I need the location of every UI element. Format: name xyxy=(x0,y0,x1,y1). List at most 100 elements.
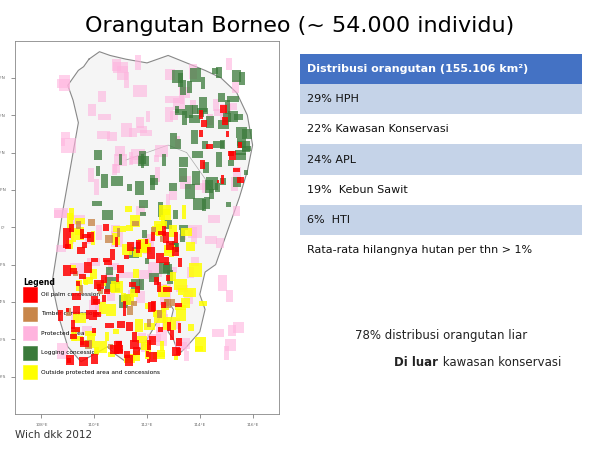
Bar xyxy=(214,99,218,111)
Bar xyxy=(158,286,170,297)
Bar xyxy=(220,178,226,185)
Text: Orangutan Borneo (~ 54.000 individu): Orangutan Borneo (~ 54.000 individu) xyxy=(85,16,515,36)
Bar xyxy=(65,240,73,249)
Bar xyxy=(125,225,133,230)
Bar xyxy=(121,123,132,137)
Bar xyxy=(102,295,106,302)
Bar xyxy=(178,73,183,87)
Bar xyxy=(68,208,74,220)
Bar xyxy=(139,270,152,279)
Bar xyxy=(124,256,130,259)
Bar xyxy=(58,310,63,321)
Bar xyxy=(80,341,89,347)
Bar xyxy=(59,75,70,91)
Bar xyxy=(242,146,251,151)
Bar xyxy=(233,168,240,172)
Bar xyxy=(54,208,68,218)
Bar xyxy=(109,344,113,350)
Bar xyxy=(84,280,88,285)
Bar xyxy=(199,111,204,117)
Bar xyxy=(76,280,80,286)
Bar xyxy=(133,346,140,356)
Bar xyxy=(131,301,137,306)
Bar xyxy=(114,154,127,166)
Bar xyxy=(127,242,134,251)
Bar xyxy=(98,113,111,120)
Bar xyxy=(116,341,122,349)
Bar xyxy=(141,154,145,168)
Bar xyxy=(84,262,92,273)
Bar xyxy=(229,151,233,156)
Bar xyxy=(194,346,203,351)
Bar xyxy=(191,257,199,266)
Text: Logging concession: Logging concession xyxy=(41,350,99,355)
Bar xyxy=(136,243,140,253)
Bar xyxy=(179,230,185,242)
Bar xyxy=(103,224,109,231)
Bar xyxy=(157,350,166,357)
Bar xyxy=(155,253,164,263)
Bar xyxy=(242,129,251,139)
Bar xyxy=(202,180,206,193)
Bar xyxy=(194,183,206,190)
Bar xyxy=(227,325,236,336)
Bar xyxy=(129,128,137,137)
Bar xyxy=(85,341,94,346)
Bar xyxy=(142,230,147,238)
Bar xyxy=(119,154,122,166)
Bar xyxy=(94,299,100,304)
Bar xyxy=(128,290,133,298)
Bar xyxy=(145,258,149,264)
Bar xyxy=(133,243,146,251)
Bar xyxy=(206,116,214,128)
Bar xyxy=(82,326,92,335)
Bar xyxy=(226,131,229,137)
Bar xyxy=(61,132,70,139)
Bar xyxy=(164,257,169,265)
Bar xyxy=(97,131,110,139)
Bar xyxy=(203,197,210,209)
Bar xyxy=(76,280,82,292)
Bar xyxy=(117,229,121,237)
Text: Distribusi orangutan (155.106 km²): Distribusi orangutan (155.106 km²) xyxy=(307,64,528,74)
Bar xyxy=(136,280,142,289)
Bar xyxy=(178,324,181,333)
Bar xyxy=(180,176,191,189)
Bar xyxy=(80,229,84,239)
Bar xyxy=(193,105,198,114)
Bar xyxy=(161,302,166,308)
Bar xyxy=(132,333,137,342)
Bar xyxy=(85,340,89,345)
Bar xyxy=(94,150,102,160)
Bar xyxy=(71,215,85,225)
Bar xyxy=(170,299,175,306)
Bar xyxy=(146,248,155,259)
Bar xyxy=(136,291,145,303)
Bar xyxy=(208,215,220,223)
Text: Oil palm concession: Oil palm concession xyxy=(41,292,100,297)
Bar xyxy=(135,54,142,70)
Bar xyxy=(233,207,240,216)
Bar xyxy=(172,248,179,256)
Bar xyxy=(157,225,163,236)
Bar xyxy=(132,220,139,226)
Bar xyxy=(87,334,95,348)
Bar xyxy=(236,127,247,138)
Bar xyxy=(70,263,84,275)
Bar xyxy=(61,138,76,153)
Bar xyxy=(237,138,247,148)
Bar xyxy=(110,284,115,292)
Bar xyxy=(176,338,182,346)
Bar xyxy=(174,233,178,243)
Bar xyxy=(175,106,179,113)
Bar xyxy=(138,156,149,166)
Bar xyxy=(109,352,115,357)
Bar xyxy=(187,266,194,279)
Bar xyxy=(130,340,139,349)
Bar xyxy=(214,109,228,116)
Bar xyxy=(141,342,145,352)
Bar xyxy=(226,202,231,207)
Bar xyxy=(215,68,223,78)
Bar xyxy=(175,305,186,310)
Bar xyxy=(88,258,100,266)
